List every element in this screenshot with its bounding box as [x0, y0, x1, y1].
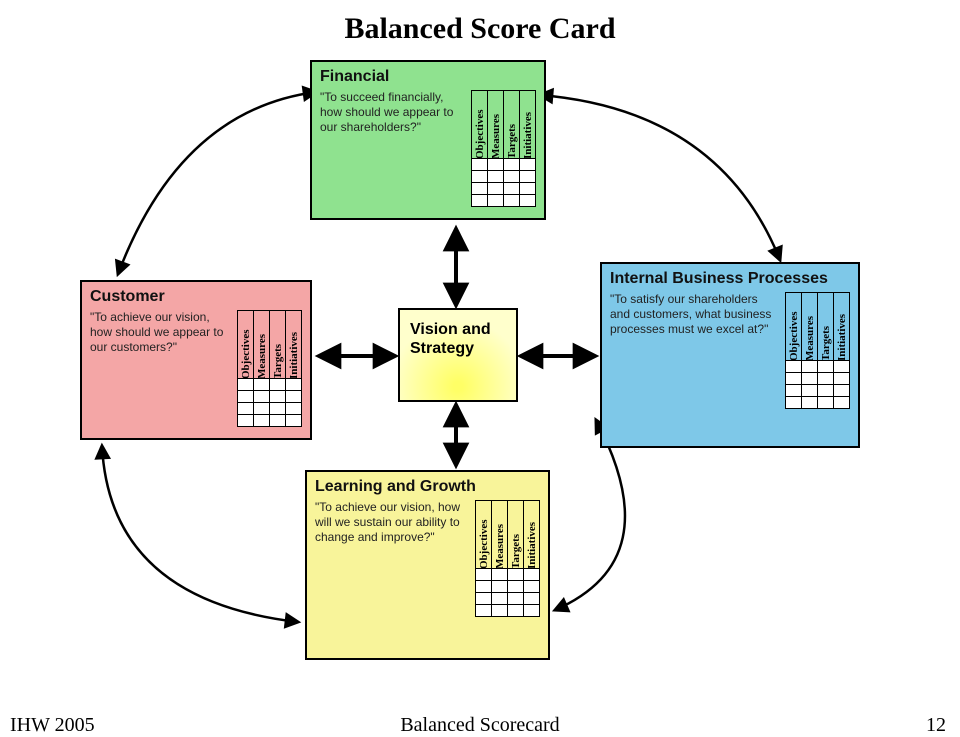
- internal-question: "To satisfy our shareholders and custome…: [610, 292, 777, 337]
- bsc-diagram: Financial "To succeed financially, how s…: [80, 50, 880, 670]
- page-title: Balanced Score Card: [0, 12, 960, 46]
- learning-title: Learning and Growth: [315, 478, 540, 496]
- customer-title: Customer: [90, 288, 302, 306]
- internal-grid: ObjectivesMeasuresTargetsInitiatives: [785, 292, 850, 409]
- financial-card: Financial "To succeed financially, how s…: [310, 60, 546, 220]
- customer-card: Customer "To achieve our vision, how sho…: [80, 280, 312, 440]
- learning-card: Learning and Growth "To achieve our visi…: [305, 470, 550, 660]
- footer-center: Balanced Scorecard: [0, 714, 960, 737]
- financial-title: Financial: [320, 68, 536, 86]
- internal-title: Internal Business Processes: [610, 270, 850, 288]
- vision-strategy-box: Vision and Strategy: [398, 308, 518, 402]
- financial-question: "To succeed financially, how should we a…: [320, 90, 463, 135]
- customer-grid: ObjectivesMeasuresTargetsInitiatives: [237, 310, 302, 427]
- footer-page-number: 12: [926, 714, 946, 737]
- learning-question: "To achieve our vision, how will we sust…: [315, 500, 467, 545]
- learning-grid: ObjectivesMeasuresTargetsInitiatives: [475, 500, 540, 617]
- financial-grid: ObjectivesMeasuresTargetsInitiatives: [471, 90, 536, 207]
- customer-question: "To achieve our vision, how should we ap…: [90, 310, 229, 355]
- internal-card: Internal Business Processes "To satisfy …: [600, 262, 860, 448]
